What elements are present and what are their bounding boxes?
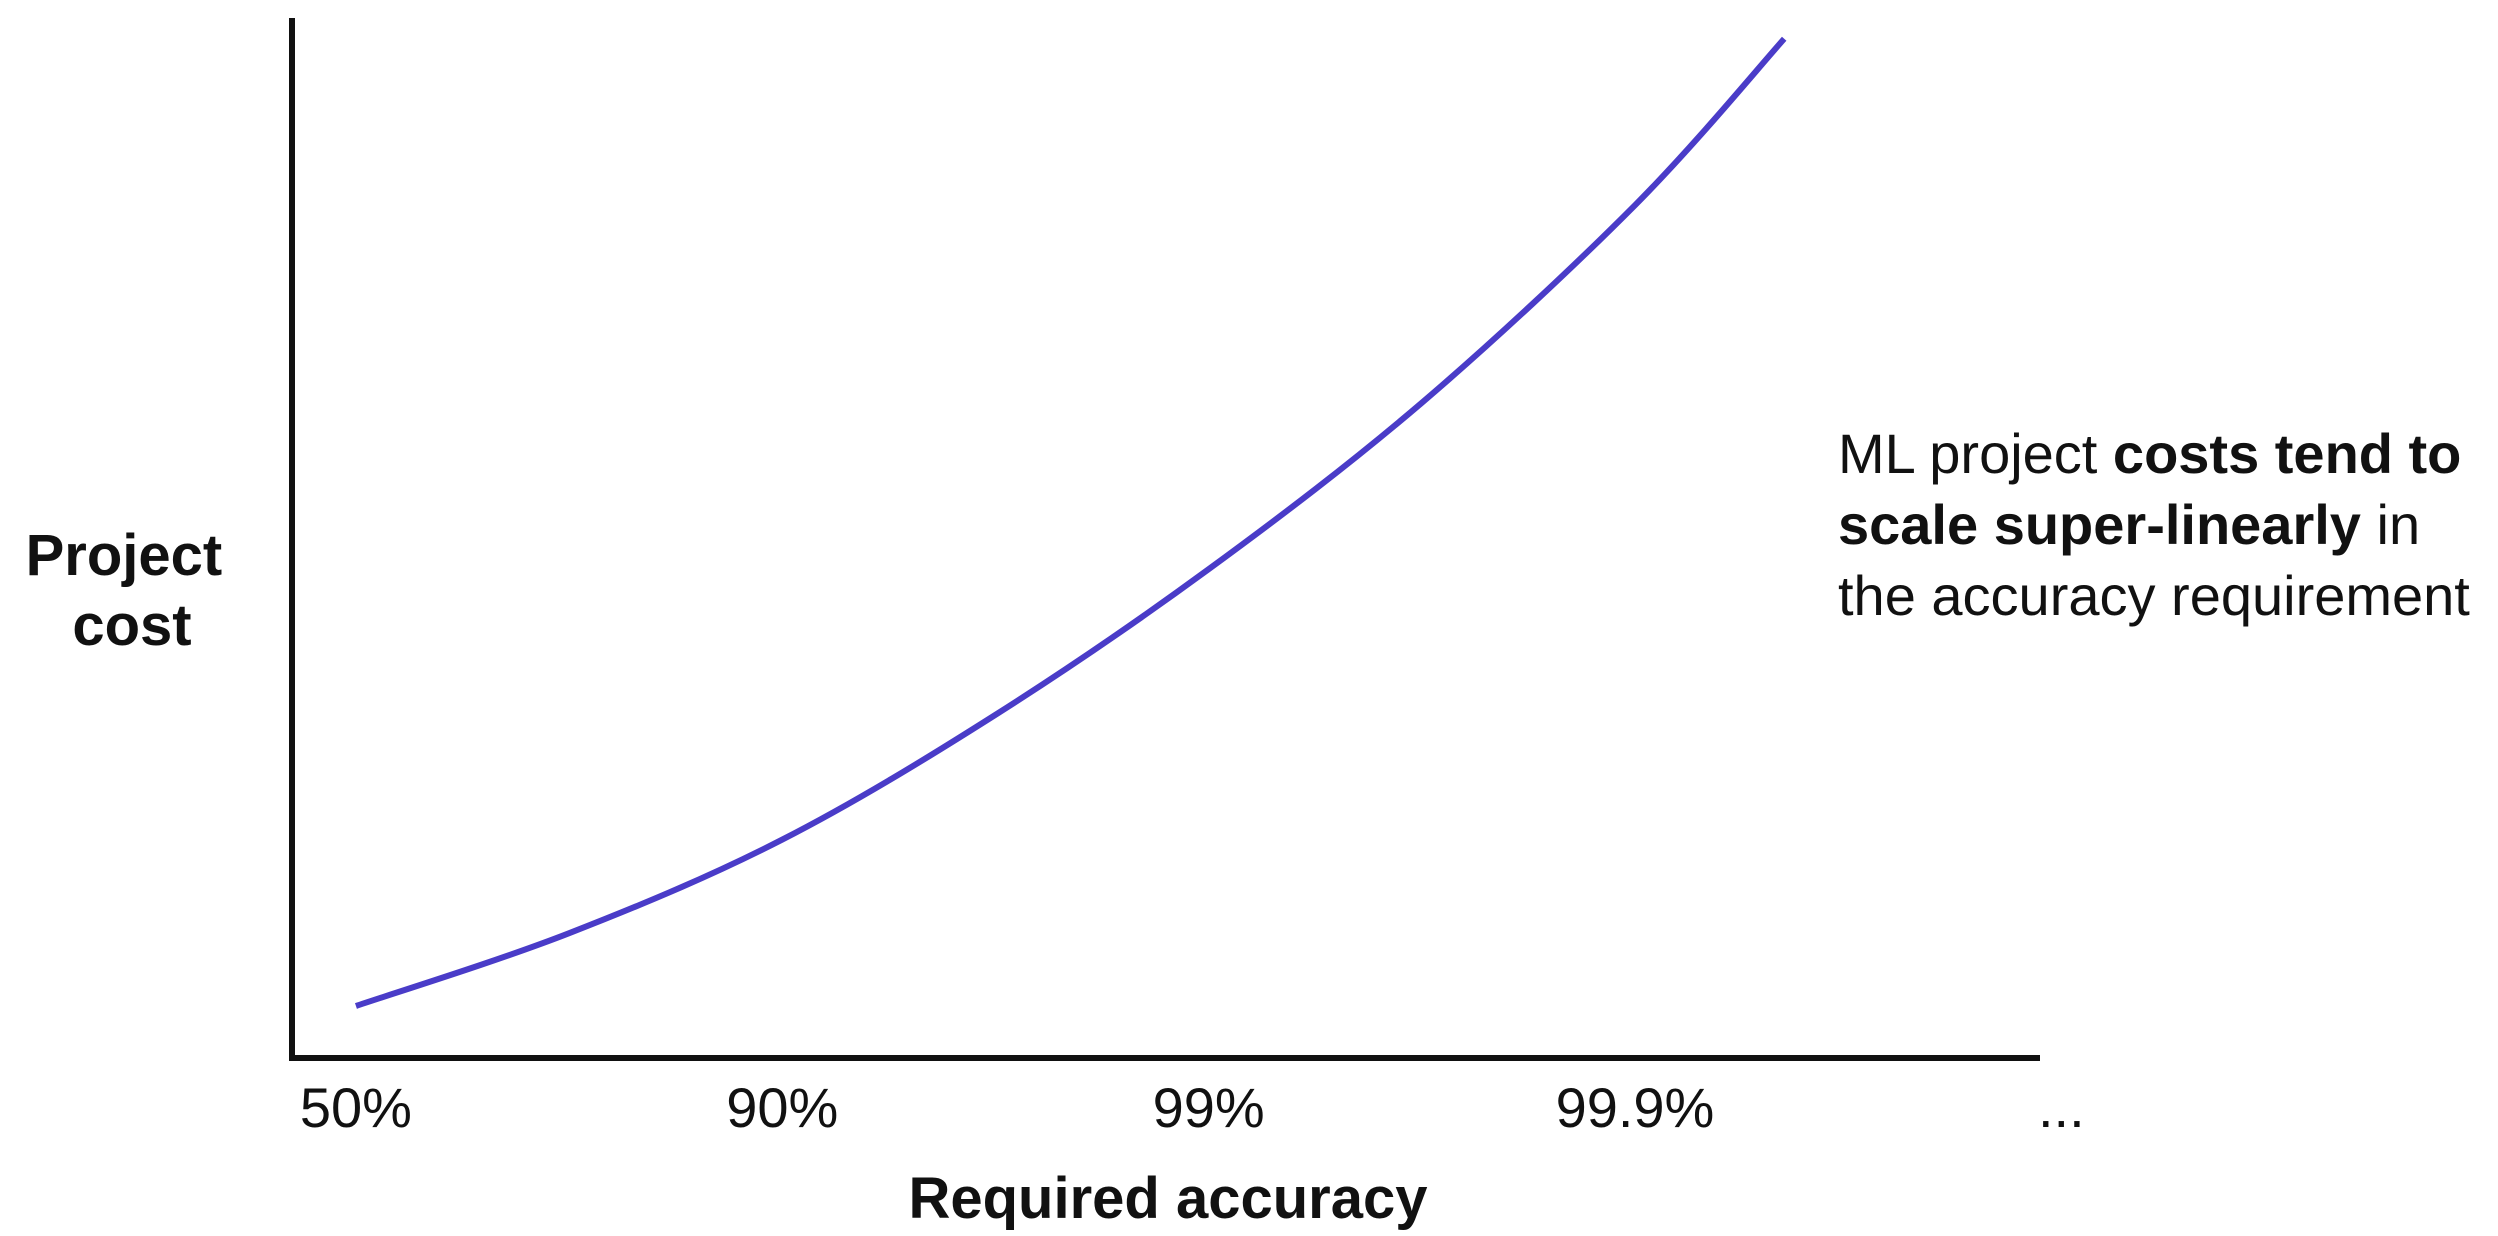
annotation-part-2-bold: costs tend to scale super-linearly: [1838, 422, 2462, 556]
x-tick-label: 50%: [300, 1076, 412, 1139]
x-tick-labels: 50% 90% 99% 99.9%...: [300, 1076, 2085, 1139]
annotation-text: ML project costs tend to scale super-lin…: [1838, 418, 2488, 631]
axes: [289, 18, 2040, 1061]
x-tick-label: 99%: [1153, 1076, 1265, 1139]
y-axis-title-line-2: cost: [72, 593, 191, 658]
x-axis-title: Required accuracy: [908, 1166, 1427, 1231]
y-axis-title-line-1: Project: [26, 523, 223, 588]
x-tick-label: 90%: [726, 1076, 838, 1139]
x-tick-label: 99.9%: [1556, 1076, 1715, 1139]
y-axis-title: Project cost: [26, 523, 239, 658]
x-tick-label: ...: [2038, 1076, 2085, 1139]
annotation-part-3: in the accuracy requirement: [1838, 493, 2470, 627]
annotation-part-1: ML project: [1838, 422, 2113, 485]
cost-curve-line: [354, 36, 1787, 1009]
